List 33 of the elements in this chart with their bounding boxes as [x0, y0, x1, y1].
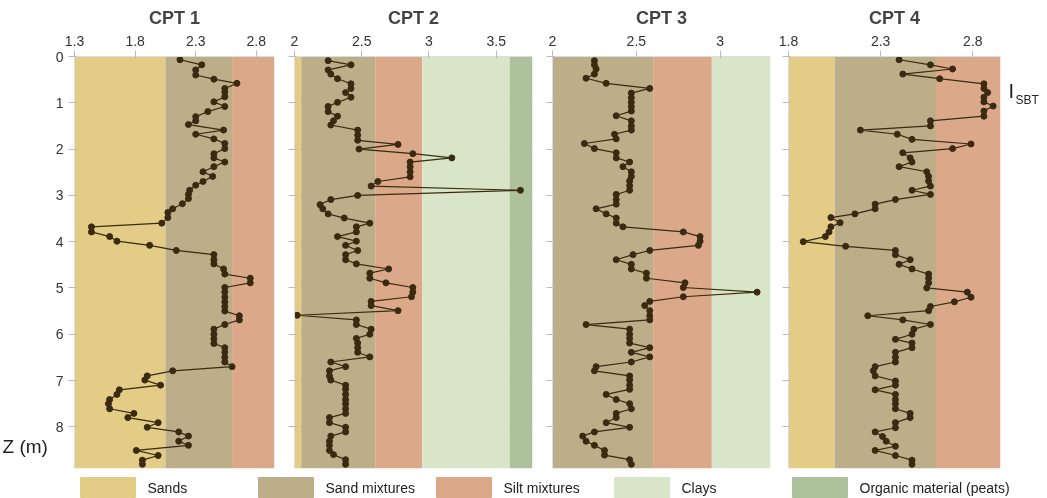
y-tick-label: 8: [55, 418, 64, 435]
chart-title: CPT 2: [387, 7, 440, 28]
chart-title: CPT 4: [868, 7, 921, 28]
x-tick-label: 2.8: [963, 32, 983, 49]
y-tick-label: 7: [55, 372, 64, 389]
legend-label: Silt mixtures: [503, 479, 580, 496]
x-tick-label: 1.3: [64, 32, 85, 49]
x-tick-label: 2.5: [626, 32, 647, 49]
x-tick-label: 2.8: [246, 32, 267, 49]
x-tick-label: 2: [290, 32, 299, 49]
y-tick-label: 5: [55, 279, 64, 296]
y-tick-label: 3: [55, 187, 64, 204]
x-tick-label: 3.5: [486, 32, 507, 49]
legend-label: Organic material (peats): [859, 479, 1010, 496]
y-tick-label: 0: [55, 48, 64, 65]
chart-title: CPT 1: [148, 7, 201, 28]
y-tick-label: 4: [55, 233, 64, 250]
y-tick-label: 2: [55, 141, 64, 158]
x-tick-label: 1.8: [778, 32, 799, 49]
x-tick-label: 3: [716, 32, 725, 49]
legend-label: Sand mixtures: [325, 479, 415, 496]
legend-label: Clays: [681, 479, 717, 496]
x-tick-label: 1.8: [125, 32, 146, 49]
x-tick-label: 2: [548, 32, 557, 49]
chart-title: CPT 3: [635, 7, 688, 28]
x-tick-label: 2.3: [870, 32, 891, 49]
legend-label: Sands: [147, 479, 188, 496]
y-tick-label: 1: [55, 94, 64, 111]
x-tick-label: 3: [425, 32, 434, 49]
y-tick-label: 6: [55, 326, 64, 343]
x-tick-label: 2.5: [352, 32, 372, 49]
y-axis-title: Z (m): [2, 436, 48, 458]
x-tick-label: 2.3: [185, 32, 206, 49]
